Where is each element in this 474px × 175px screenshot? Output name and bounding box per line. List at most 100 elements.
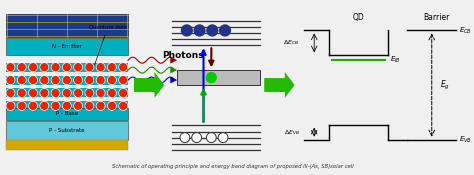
Circle shape [52, 89, 60, 97]
Circle shape [97, 63, 105, 71]
Circle shape [180, 133, 190, 143]
Circle shape [109, 77, 115, 83]
Text: $\Delta E_{CB}$: $\Delta E_{CB}$ [283, 38, 300, 47]
Circle shape [97, 102, 105, 110]
Circle shape [182, 25, 192, 36]
Circle shape [18, 76, 26, 84]
Circle shape [40, 89, 48, 97]
FancyBboxPatch shape [6, 63, 128, 72]
Text: Photons: Photons [162, 51, 204, 60]
Circle shape [108, 63, 116, 71]
Polygon shape [264, 72, 295, 98]
Circle shape [97, 89, 104, 96]
Circle shape [108, 89, 116, 97]
Circle shape [41, 102, 48, 109]
Circle shape [52, 63, 60, 71]
Circle shape [6, 89, 15, 97]
Circle shape [74, 89, 82, 97]
Circle shape [97, 89, 105, 97]
Circle shape [64, 64, 70, 71]
Circle shape [207, 133, 216, 143]
Polygon shape [134, 72, 164, 98]
Circle shape [219, 25, 230, 36]
Circle shape [207, 25, 218, 36]
Text: Quantum dots: Quantum dots [89, 25, 127, 65]
Text: $E_{CB}$: $E_{CB}$ [459, 25, 472, 36]
Circle shape [75, 64, 82, 71]
Circle shape [207, 73, 216, 83]
Circle shape [74, 63, 82, 71]
Circle shape [75, 102, 82, 109]
Circle shape [29, 64, 36, 71]
Circle shape [18, 77, 25, 83]
Circle shape [85, 102, 93, 110]
Circle shape [29, 76, 37, 84]
Circle shape [119, 102, 128, 110]
FancyBboxPatch shape [6, 140, 128, 149]
Text: P - Substrate: P - Substrate [49, 128, 84, 133]
FancyBboxPatch shape [6, 108, 128, 120]
Circle shape [74, 76, 82, 84]
FancyBboxPatch shape [6, 38, 128, 55]
Circle shape [40, 102, 48, 110]
Circle shape [63, 102, 71, 110]
Circle shape [97, 77, 104, 83]
FancyBboxPatch shape [6, 14, 128, 37]
Circle shape [63, 76, 71, 84]
Circle shape [29, 63, 37, 71]
Circle shape [6, 76, 15, 84]
Circle shape [85, 63, 93, 71]
Circle shape [109, 64, 115, 71]
Circle shape [18, 63, 26, 71]
Circle shape [64, 102, 70, 109]
Circle shape [40, 76, 48, 84]
Circle shape [120, 64, 127, 71]
Circle shape [7, 102, 14, 109]
Text: P - Base: P - Base [56, 111, 78, 116]
Circle shape [18, 64, 25, 71]
Circle shape [97, 76, 105, 84]
Circle shape [119, 76, 128, 84]
Circle shape [85, 76, 93, 84]
Circle shape [40, 63, 48, 71]
Circle shape [41, 64, 48, 71]
Text: $E_{IB}$: $E_{IB}$ [390, 55, 401, 65]
Circle shape [75, 89, 82, 96]
FancyBboxPatch shape [177, 70, 260, 85]
Circle shape [108, 102, 116, 110]
Circle shape [52, 77, 59, 83]
Circle shape [7, 77, 14, 83]
Text: N - Emitter: N - Emitter [52, 44, 82, 49]
Circle shape [29, 102, 37, 110]
Circle shape [85, 89, 93, 97]
Circle shape [18, 102, 25, 109]
FancyBboxPatch shape [6, 89, 128, 97]
Circle shape [6, 63, 15, 71]
Circle shape [86, 77, 93, 83]
Circle shape [52, 102, 60, 110]
Circle shape [119, 63, 128, 71]
Circle shape [86, 102, 93, 109]
Circle shape [64, 77, 70, 83]
Circle shape [63, 63, 71, 71]
Circle shape [97, 64, 104, 71]
Circle shape [109, 102, 115, 109]
Circle shape [120, 89, 127, 96]
Circle shape [119, 89, 128, 97]
Circle shape [52, 76, 60, 84]
Circle shape [29, 89, 37, 97]
Circle shape [120, 102, 127, 109]
Text: QD: QD [352, 13, 364, 22]
Circle shape [52, 64, 59, 71]
Circle shape [97, 102, 104, 109]
Circle shape [7, 64, 14, 71]
FancyBboxPatch shape [6, 76, 128, 85]
Text: Schematic of operating principle and energy band diagram of proposed III-(As, SB: Schematic of operating principle and ene… [112, 164, 354, 169]
Circle shape [52, 89, 59, 96]
Circle shape [41, 89, 48, 96]
Circle shape [109, 89, 115, 96]
Circle shape [29, 77, 36, 83]
FancyBboxPatch shape [6, 101, 128, 110]
Circle shape [18, 89, 26, 97]
Circle shape [29, 102, 36, 109]
